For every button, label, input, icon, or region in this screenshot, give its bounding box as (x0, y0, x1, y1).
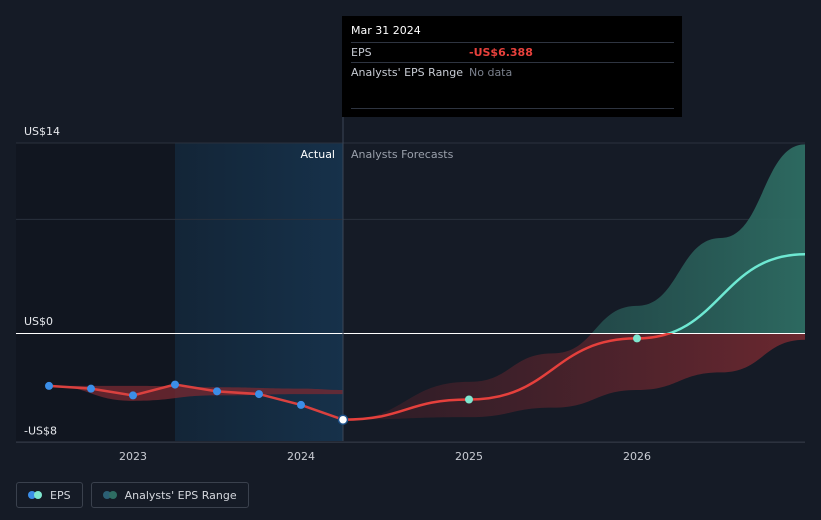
y-tick-label: US$0 (24, 315, 53, 328)
actual-period-label: Actual (301, 148, 335, 161)
legend-range-label: Analysts' EPS Range (124, 488, 237, 502)
eps-actual-point (255, 390, 263, 399)
eps-actual-point (171, 380, 179, 389)
tooltip-eps-label: EPS (351, 46, 372, 59)
hover-tooltip: Mar 31 2024 EPS -US$6.388 Analysts' EPS … (342, 16, 682, 117)
y-tick-label: US$14 (24, 125, 60, 138)
tooltip-eps-row: EPS -US$6.388 (351, 42, 674, 62)
forecast-range-positive (591, 144, 805, 333)
legend-eps-label: EPS (50, 488, 71, 502)
eps-actual-point (129, 391, 137, 400)
eps-actual-point (213, 387, 221, 396)
legend-eps-toggle[interactable]: EPS (16, 482, 83, 508)
eps-actual-point (297, 400, 305, 409)
y-tick-label: -US$8 (24, 425, 57, 438)
eps-forecast-line-positive (666, 253, 806, 333)
eps-actual-point (337, 414, 349, 425)
eps-forecast-point (633, 334, 641, 343)
x-tick-label: 2023 (119, 450, 147, 463)
eps-legend-icon (28, 491, 44, 499)
legend-range-toggle[interactable]: Analysts' EPS Range (90, 482, 249, 508)
tooltip-range-value: No data (469, 66, 513, 79)
x-tick-label: 2026 (623, 450, 651, 463)
actual-range-band (49, 385, 343, 401)
eps-forecast-line-negative (342, 333, 674, 421)
chart-legend: EPS Analysts' EPS Range (16, 482, 249, 508)
forecast-range-negative (343, 333, 805, 420)
tooltip-divider (351, 108, 674, 109)
forecast-period-label: Analysts Forecasts (351, 148, 454, 161)
tooltip-date: Mar 31 2024 (351, 24, 421, 37)
eps-forecast-point (465, 395, 473, 404)
x-tick-label: 2025 (455, 450, 483, 463)
tooltip-range-label: Analysts' EPS Range (351, 66, 464, 79)
tooltip-eps-value: -US$6.388 (469, 46, 533, 59)
eps-actual-line (48, 383, 344, 421)
eps-actual-point (45, 381, 53, 390)
tooltip-range-row: Analysts' EPS Range No data (351, 62, 674, 82)
range-legend-icon (102, 491, 119, 499)
x-tick-label: 2024 (287, 450, 315, 463)
eps-actual-point (87, 384, 95, 393)
